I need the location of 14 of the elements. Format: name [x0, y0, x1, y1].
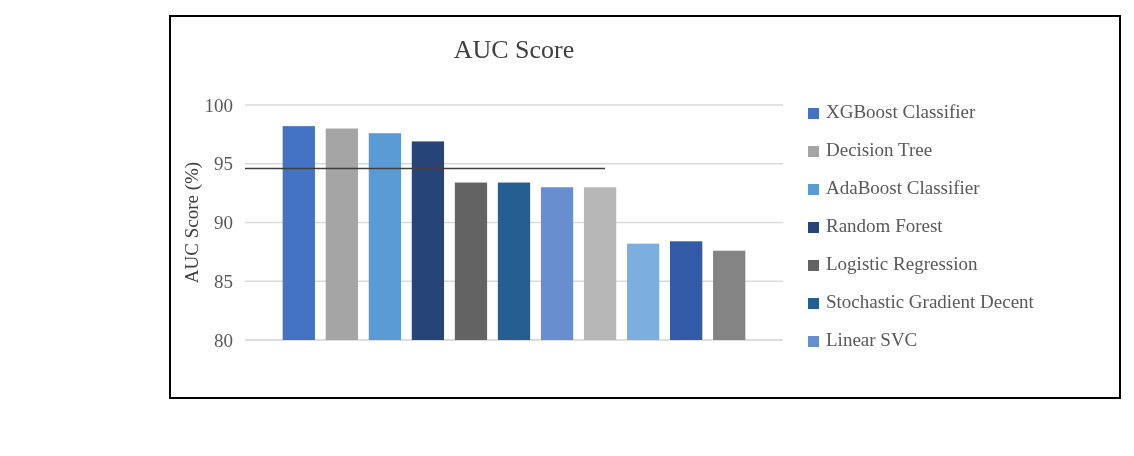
- legend-label: XGBoost Classifier: [826, 101, 977, 122]
- legend-label: Logistic Regression: [826, 253, 978, 274]
- y-tick-label: 100: [204, 94, 233, 116]
- y-tick-label: 95: [214, 153, 233, 175]
- legend-label: Decision Tree: [826, 139, 933, 160]
- y-axis-title: AUC Score (%): [181, 161, 203, 284]
- legend-label: Random Forest: [826, 215, 944, 236]
- legend-label: Linear SVC: [826, 329, 918, 350]
- y-tick-label: 90: [214, 212, 233, 234]
- chart-title: AUC Score: [453, 35, 575, 64]
- y-tick-label: 85: [214, 270, 233, 292]
- y-tick-label: 80: [214, 329, 233, 351]
- legend-label: Stochastic Gradient Decent: [826, 291, 1035, 312]
- legend-label: AdaBoost Classifier: [826, 177, 981, 198]
